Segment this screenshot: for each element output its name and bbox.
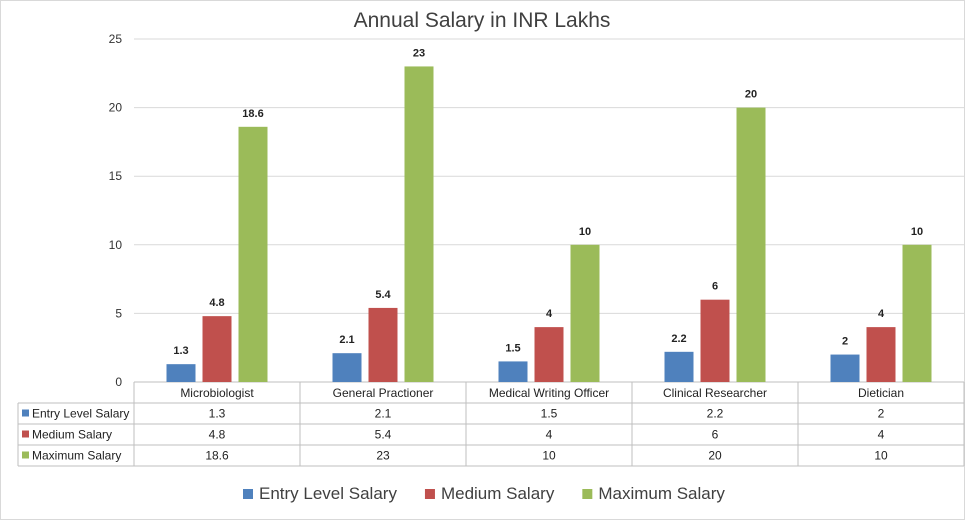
legend-label-medium-salary: Medium Salary xyxy=(441,484,555,503)
bars xyxy=(166,66,932,382)
table-cell-maximum-salary-general-practioner: 23 xyxy=(376,449,390,463)
table-row-label-entry-level-salary: Entry Level Salary xyxy=(32,407,129,421)
y-tick-label-0: 0 xyxy=(115,375,122,389)
gridlines xyxy=(134,38,964,383)
data-label-clinical-researcher-entry-level-salary: 2.2 xyxy=(671,333,686,345)
bar-microbiologist-entry-level-salary xyxy=(166,364,196,382)
bar-dietician-maximum-salary xyxy=(902,244,932,382)
category-label-microbiologist: Microbiologist xyxy=(180,386,254,400)
data-label-medical-writing-officer-medium-salary: 4 xyxy=(546,308,553,320)
data-label-general-practioner-maximum-salary: 23 xyxy=(413,47,425,59)
legend: Entry Level Salary Medium Salary Maximum S… xyxy=(243,484,725,503)
chart-title: Annual Salary in INR Lakhs xyxy=(354,9,611,32)
table-row-label-maximum-salary: Maximum Salary xyxy=(32,449,121,463)
y-tick-label-10: 10 xyxy=(109,238,123,252)
data-label-microbiologist-maximum-salary: 18.6 xyxy=(242,108,263,120)
legend-label-maximum-salary: Maximum Salary xyxy=(598,484,725,503)
bar-general-practioner-entry-level-salary xyxy=(332,353,362,382)
table-row-label-medium-salary: Medium Salary xyxy=(32,428,112,442)
data-label-microbiologist-medium-salary: 4.8 xyxy=(209,297,224,309)
category-label-general-practioner: General Practioner xyxy=(333,386,434,400)
legend-swatch-entry-level-salary xyxy=(243,489,253,499)
data-labels: 1.3 4.8 18.6 2.1 5.4 23 1.5 4 10 2.2 6 20 2 4 10 xyxy=(173,47,923,357)
table-cell-entry-level-salary-general-practioner: 2.1 xyxy=(375,407,392,421)
table-key-maximum-salary xyxy=(22,451,29,459)
data-label-general-practioner-entry-level-salary: 2.1 xyxy=(339,334,354,346)
legend-swatch-maximum-salary xyxy=(582,489,593,499)
category-label-medical-writing-officer: Medical Writing Officer xyxy=(489,386,609,400)
table-cell-maximum-salary-microbiologist: 18.6 xyxy=(205,449,229,463)
bar-medical-writing-officer-maximum-salary xyxy=(570,244,600,382)
table-cell-entry-level-salary-microbiologist: 1.3 xyxy=(209,407,226,421)
table-cell-medium-salary-clinical-researcher: 6 xyxy=(712,428,719,442)
table-cell-medium-salary-microbiologist: 4.8 xyxy=(209,428,226,442)
category-label-clinical-researcher: Clinical Researcher xyxy=(663,386,767,400)
table-cell-entry-level-salary-dietician: 2 xyxy=(878,407,885,421)
bar-clinical-researcher-entry-level-salary xyxy=(664,351,694,382)
table-cell-medium-salary-general-practioner: 5.4 xyxy=(375,428,392,442)
bar-microbiologist-medium-salary xyxy=(202,316,232,382)
category-label-dietician: Dietician xyxy=(858,386,904,400)
data-label-dietician-medium-salary: 4 xyxy=(878,308,885,320)
y-tick-label-15: 15 xyxy=(109,169,123,183)
bar-general-practioner-maximum-salary xyxy=(404,66,434,382)
table-cell-maximum-salary-medical-writing-officer: 10 xyxy=(542,449,556,463)
table-cell-maximum-salary-clinical-researcher: 20 xyxy=(708,449,722,463)
data-label-dietician-entry-level-salary: 2 xyxy=(842,336,848,348)
table-cell-medium-salary-medical-writing-officer: 4 xyxy=(546,428,553,442)
legend-swatch-medium-salary xyxy=(424,489,435,499)
table-cell-entry-level-salary-medical-writing-officer: 1.5 xyxy=(541,407,558,421)
bar-microbiologist-maximum-salary xyxy=(238,126,268,382)
y-tick-label-20: 20 xyxy=(109,101,123,115)
bar-medical-writing-officer-entry-level-salary xyxy=(498,361,528,382)
data-label-dietician-maximum-salary: 10 xyxy=(911,226,923,238)
bar-clinical-researcher-maximum-salary xyxy=(736,107,766,382)
bar-general-practioner-medium-salary xyxy=(368,307,398,382)
table-key-medium-salary xyxy=(22,430,29,438)
table-cell-medium-salary-dietician: 4 xyxy=(878,428,885,442)
data-table: Microbiologist General Practioner Medical … xyxy=(17,382,965,467)
data-label-microbiologist-entry-level-salary: 1.3 xyxy=(173,345,188,357)
bar-dietician-medium-salary xyxy=(866,327,896,382)
bar-medical-writing-officer-medium-salary xyxy=(534,327,564,382)
data-label-clinical-researcher-medium-salary: 6 xyxy=(712,281,718,293)
table-cell-maximum-salary-dietician: 10 xyxy=(874,449,888,463)
data-label-clinical-researcher-maximum-salary: 20 xyxy=(745,89,757,101)
table-key-entry-level-salary xyxy=(22,409,29,417)
table-cell-entry-level-salary-clinical-researcher: 2.2 xyxy=(707,407,724,421)
data-label-medical-writing-officer-entry-level-salary: 1.5 xyxy=(505,342,520,354)
y-tick-label-5: 5 xyxy=(115,306,122,320)
data-label-general-practioner-medium-salary: 5.4 xyxy=(375,289,391,301)
y-tick-label-25: 25 xyxy=(109,32,123,46)
y-axis: 0 5 10 15 20 25 xyxy=(109,32,123,389)
bar-dietician-entry-level-salary xyxy=(830,354,860,382)
legend-label-entry-level-salary: Entry Level Salary xyxy=(259,484,397,503)
data-label-medical-writing-officer-maximum-salary: 10 xyxy=(579,226,591,238)
bar-clinical-researcher-medium-salary xyxy=(700,299,730,382)
